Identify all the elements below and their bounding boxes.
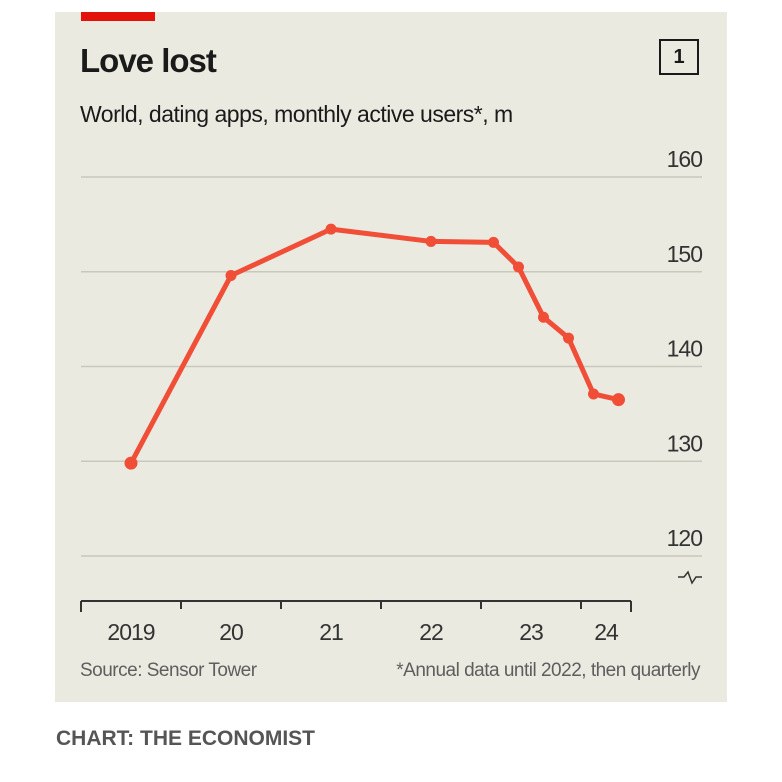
axis-break xyxy=(678,570,702,585)
data-point-2023-q1 xyxy=(488,236,499,248)
data-point-2023-q3 xyxy=(538,311,549,323)
chart-subtitle: World, dating apps, monthly active users… xyxy=(80,101,513,127)
chart-number-badge: 1 xyxy=(659,39,699,75)
series-line-path xyxy=(128,226,621,466)
y-tick-label: 130 xyxy=(667,430,703,456)
data-point-2019 xyxy=(124,456,138,470)
data-point-2024-q1 xyxy=(588,388,599,400)
chart-panel xyxy=(55,12,727,702)
x-tick-label: 2019 xyxy=(107,619,154,645)
data-point-2024-q2 xyxy=(612,393,625,407)
chart-credit: CHART: THE ECONOMIST xyxy=(56,727,315,750)
x-tick-label: 23 xyxy=(519,619,543,645)
series-points xyxy=(124,223,625,470)
x-tick-label: 20 xyxy=(219,619,243,645)
gridlines xyxy=(81,176,702,557)
x-tick-label: 24 xyxy=(594,619,619,645)
y-tick-label: 120 xyxy=(667,525,703,551)
data-point-2023-q2 xyxy=(513,261,524,273)
y-tick-labels: 120 130 140 150 160 xyxy=(667,146,704,551)
y-tick-label: 140 xyxy=(667,336,703,362)
x-tick-label: 21 xyxy=(319,619,343,645)
data-point-2022 xyxy=(425,235,437,247)
footnote: *Annual data until 2022, then quarterly xyxy=(396,660,700,681)
data-point-2021 xyxy=(325,223,337,235)
data-point-2023-q4 xyxy=(563,332,574,344)
series-line xyxy=(128,226,621,466)
axis-break-icon xyxy=(678,570,702,585)
source-note: Source: Sensor Tower xyxy=(80,660,257,681)
y-tick-label: 150 xyxy=(667,241,703,267)
brand-accent-bar xyxy=(81,12,155,21)
data-point-2020 xyxy=(225,270,237,282)
x-axis: 2019 20 21 22 23 24 xyxy=(80,600,632,645)
chart-title: Love lost xyxy=(80,42,217,79)
x-tick-label: 22 xyxy=(419,619,443,645)
y-tick-label: 160 xyxy=(667,146,703,172)
